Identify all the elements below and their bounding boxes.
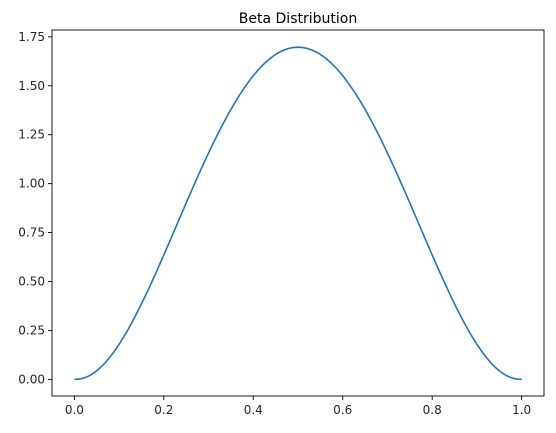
x-tick-label: 0.6 — [333, 403, 352, 417]
y-tick-label: 1.00 — [18, 177, 45, 191]
x-tick-label: 0.4 — [244, 403, 263, 417]
y-tick-label: 0.50 — [18, 275, 45, 289]
y-axis: 0.00 0.25 0.50 0.75 1.00 1.25 1.50 1.75 — [18, 30, 52, 386]
x-axis: 0.0 0.2 0.4 0.6 0.8 1.0 — [65, 396, 531, 417]
plot-frame — [51, 29, 545, 397]
x-tick-label: 1.0 — [512, 403, 531, 417]
x-tick-label: 0.8 — [423, 403, 442, 417]
chart-title: Beta Distribution — [239, 11, 357, 27]
y-tick-label: 0.75 — [18, 226, 45, 240]
series-line-0 — [74, 46, 522, 381]
y-tick-label: 0.00 — [18, 372, 45, 386]
x-tick-label: 0.2 — [154, 403, 173, 417]
y-tick-label: 0.25 — [18, 323, 45, 337]
x-tick-label: 0.0 — [65, 403, 84, 417]
y-tick-label: 1.50 — [18, 79, 45, 93]
y-tick-label: 1.75 — [18, 30, 45, 44]
plot-area — [74, 46, 522, 381]
y-tick-label: 1.25 — [18, 128, 45, 142]
